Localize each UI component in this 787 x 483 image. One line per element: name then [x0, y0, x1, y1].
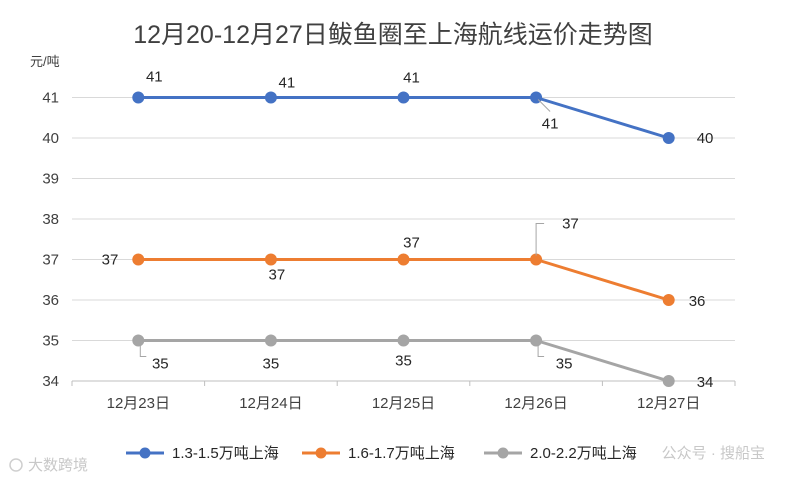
y-tick-label: 34: [42, 373, 59, 390]
data-point: [132, 334, 145, 347]
data-point: [530, 253, 543, 266]
y-tick-label: 35: [42, 333, 59, 350]
leader-line: [537, 344, 545, 357]
watermark-logo-icon: [9, 458, 23, 472]
data-label: 37: [403, 235, 420, 252]
data-point: [397, 253, 410, 266]
y-axis-unit: 元/吨: [30, 54, 60, 69]
data-label: 37: [562, 216, 579, 233]
data-point: [264, 334, 277, 347]
series-line-1: [138, 96, 670, 140]
y-axis-ticks: 34 35 36 37 38 39 40 41: [42, 90, 59, 391]
data-label: 35: [556, 356, 573, 373]
legend-marker-2: [315, 447, 327, 459]
y-tick-label: 41: [42, 90, 59, 107]
x-tick-label: 12月24日: [239, 395, 302, 412]
data-point: [132, 91, 145, 104]
legend-label-3: 2.0-2.2万吨上海: [530, 445, 637, 462]
data-point: [264, 253, 277, 266]
data-point: [662, 375, 675, 387]
data-point: [662, 132, 675, 144]
data-point: [397, 91, 410, 104]
data-label: 35: [395, 353, 412, 370]
watermark-left-text: 大数跨境: [28, 456, 88, 474]
x-tick-label: 12月25日: [372, 395, 435, 412]
legend: 1.3-1.5万吨上海 1.6-1.7万吨上海 2.0-2.2万吨上海: [126, 445, 637, 462]
data-label: 35: [263, 356, 280, 373]
data-label: 34: [697, 374, 714, 391]
chart-title: 12月20-12月27日鲅鱼圈至上海航线运价走势图: [133, 21, 653, 49]
y-tick-label: 39: [42, 171, 59, 188]
data-point: [530, 334, 543, 347]
data-label: 36: [689, 293, 706, 310]
data-point: [662, 294, 675, 306]
y-tick-label: 40: [42, 130, 59, 147]
data-label: 37: [269, 267, 286, 284]
x-tick-label: 12月27日: [637, 395, 700, 412]
data-label: 41: [146, 69, 163, 86]
legend-label-1: 1.3-1.5万吨上海: [172, 445, 279, 462]
watermark-left: 大数跨境: [9, 456, 88, 474]
x-tick-label: 12月26日: [504, 395, 567, 412]
leader-line: [139, 344, 147, 357]
leader-line: [537, 99, 551, 112]
data-label: 41: [542, 116, 559, 133]
y-tick-label: 37: [42, 252, 59, 269]
series-group: [132, 91, 675, 387]
data-point: [397, 334, 410, 347]
legend-label-2: 1.6-1.7万吨上海: [348, 445, 455, 462]
leader-line: [535, 223, 545, 256]
legend-marker-3: [497, 447, 509, 459]
data-label: 37: [102, 252, 119, 269]
x-tick-label: 12月23日: [107, 395, 170, 412]
legend-marker-1: [139, 447, 151, 459]
data-label: 35: [152, 356, 169, 373]
series-line-2: [138, 258, 670, 302]
data-label: 41: [403, 70, 420, 87]
data-label: 40: [697, 130, 714, 147]
data-point: [264, 91, 277, 104]
data-point: [132, 253, 145, 266]
y-tick-label: 38: [42, 211, 59, 228]
data-labels: 41 41 41 41 40 37 37 37 37 36 35 35 35 35 34: [102, 69, 714, 392]
data-label: 41: [279, 75, 296, 92]
x-axis-ticks: 12月23日 12月24日 12月25日 12月26日 12月27日: [71, 381, 736, 412]
y-tick-label: 36: [42, 292, 59, 309]
watermark-right-text: 公众号 · 搜船宝: [662, 445, 765, 462]
